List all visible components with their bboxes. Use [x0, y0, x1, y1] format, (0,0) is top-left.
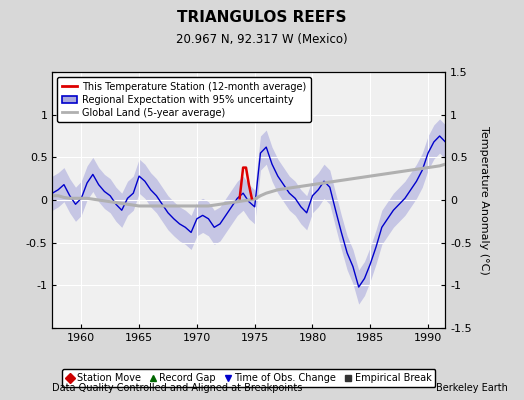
Text: Data Quality Controlled and Aligned at Breakpoints: Data Quality Controlled and Aligned at B…	[52, 383, 303, 393]
Text: Berkeley Earth: Berkeley Earth	[436, 383, 508, 393]
Legend: Station Move, Record Gap, Time of Obs. Change, Empirical Break: Station Move, Record Gap, Time of Obs. C…	[62, 369, 435, 387]
Text: TRIANGULOS REEFS: TRIANGULOS REEFS	[177, 10, 347, 26]
Text: 20.967 N, 92.317 W (Mexico): 20.967 N, 92.317 W (Mexico)	[176, 34, 348, 46]
Y-axis label: Temperature Anomaly (°C): Temperature Anomaly (°C)	[478, 126, 488, 274]
